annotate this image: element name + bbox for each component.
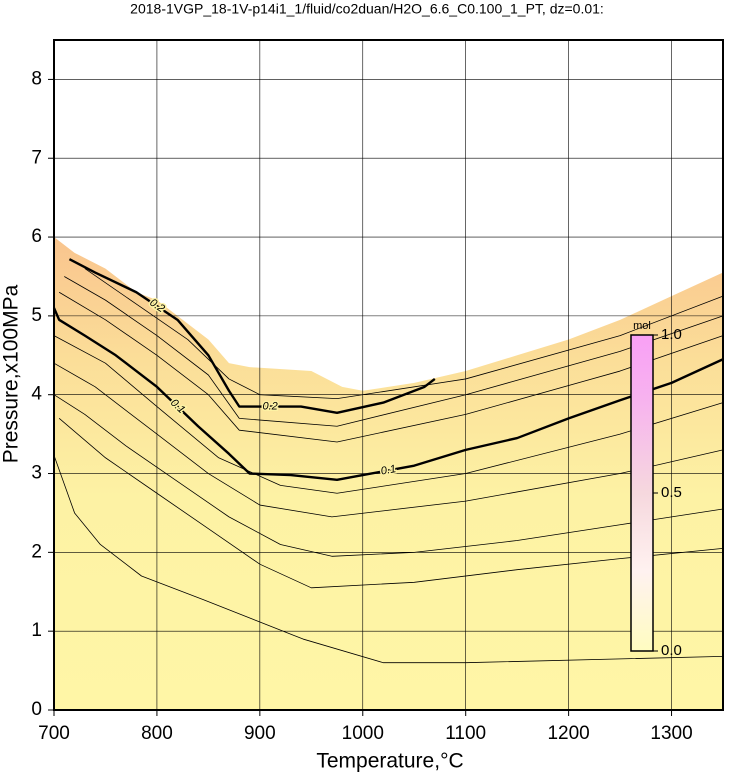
y-tick-label: 1 — [31, 620, 42, 641]
contour-line — [64, 276, 724, 427]
x-tick-label: 800 — [141, 723, 173, 744]
contour-line — [58, 291, 724, 443]
plot-area: 700 800 900 1000 1100 1200 13000123456780.20.2… — [31, 39, 724, 744]
y-tick-label: 5 — [31, 305, 42, 326]
x-axis-label: Temperature,°C — [316, 750, 463, 773]
contour-line — [53, 455, 724, 664]
y-tick-label: 7 — [31, 147, 42, 168]
contour-label: 0.2 — [262, 400, 277, 412]
colorbar-tick-label: 0.0 — [661, 642, 682, 659]
x-tick-label: 1100 — [445, 723, 486, 744]
colorbar — [630, 334, 654, 652]
y-axis-label: Pressure,x100MPa — [0, 284, 23, 463]
contour-line — [58, 418, 724, 589]
x-tick-label: 900 — [244, 723, 276, 744]
plot-frame — [53, 39, 724, 711]
contour-label: 0.1 — [380, 463, 397, 478]
y-tick-label: 2 — [31, 541, 42, 562]
y-tick-label: 8 — [31, 68, 42, 89]
contour-line — [84, 268, 724, 400]
contour-line — [53, 335, 724, 494]
x-tick-label: 1000 — [342, 723, 384, 744]
y-tick-label: 4 — [31, 384, 42, 405]
x-tick-label: 700 — [38, 723, 70, 744]
chart-title: 2018-1VGP_18-1V-p14i1_1/fluid/co2duan/H2… — [130, 1, 604, 17]
y-tick-label: 6 — [31, 226, 42, 247]
contour-line — [53, 394, 724, 557]
contour-line — [53, 362, 724, 518]
colorbar-tick-label: 1.0 — [661, 326, 682, 343]
contour-major — [52, 307, 724, 482]
y-tick-label: 3 — [31, 463, 42, 484]
x-tick-label: 1300 — [650, 723, 692, 744]
x-tick-label: 1200 — [547, 723, 589, 744]
colorbar-tick-label: 0.5 — [661, 484, 682, 501]
y-tick-label: 0 — [31, 699, 42, 720]
colorbar-label: mol — [633, 320, 651, 332]
contour-major — [68, 258, 436, 415]
